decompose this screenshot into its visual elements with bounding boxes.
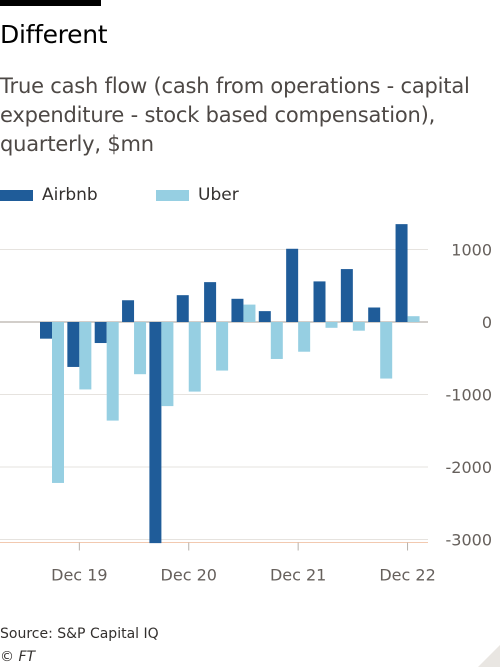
ft-top-bar <box>0 0 101 6</box>
y-tick-label: 0 <box>482 313 492 332</box>
x-tick-label: Dec 20 <box>161 566 217 585</box>
bar-uber <box>134 322 147 375</box>
bars-layer <box>40 224 420 544</box>
bar-uber <box>106 322 119 421</box>
bar-airbnb <box>368 307 381 322</box>
y-tick-label: 1000 <box>451 241 492 260</box>
bar-uber <box>243 304 256 322</box>
bar-airbnb <box>204 282 217 323</box>
bar-airbnb <box>176 295 189 322</box>
bar-uber <box>380 322 393 379</box>
bar-uber <box>216 322 229 371</box>
source-note: Source: S&P Capital IQ <box>0 626 159 642</box>
bar-uber <box>407 316 420 322</box>
bar-uber <box>298 322 311 352</box>
x-tick-label: Dec 19 <box>51 566 107 585</box>
bar-uber <box>161 322 174 407</box>
legend-swatch-uber <box>156 190 189 201</box>
bar-airbnb <box>340 269 353 322</box>
x-tick-label: Dec 21 <box>270 566 326 585</box>
bar-uber <box>270 322 283 359</box>
bar-uber <box>52 322 64 483</box>
bar-uber <box>325 322 338 328</box>
bar-airbnb <box>94 322 107 344</box>
bar-airbnb <box>122 300 135 322</box>
bar-airbnb <box>67 322 80 367</box>
legend-swatch-airbnb <box>0 190 33 201</box>
bar-airbnb <box>231 298 244 322</box>
chart-headline: Different <box>0 20 108 49</box>
legend-label-airbnb: Airbnb <box>42 185 98 205</box>
y-tick-label: -3000 <box>446 531 493 550</box>
x-tick-label: Dec 22 <box>379 566 435 585</box>
bar-airbnb <box>395 224 408 323</box>
legend-label-uber: Uber <box>198 185 239 205</box>
bar-airbnb <box>149 322 162 544</box>
chart-subtitle: True cash flow (cash from operations - c… <box>0 74 470 156</box>
corner-fold-icon <box>478 645 500 667</box>
bar-uber <box>352 322 365 331</box>
bar-chart: 1000 0 -1000 -2000 -3000 Dec 19 Dec 20 Dec 21 De… <box>0 224 492 585</box>
bar-airbnb <box>286 248 299 322</box>
bar-uber <box>188 322 201 392</box>
bar-airbnb <box>258 311 271 323</box>
y-tick-label: -2000 <box>446 458 493 477</box>
ticks-layer: 1000 0 -1000 -2000 -3000 Dec 19 Dec 20 Dec 21 De… <box>51 241 492 585</box>
copyright-note: © FT <box>0 649 36 665</box>
bar-uber <box>79 322 92 390</box>
bar-airbnb <box>313 281 326 322</box>
bar-airbnb <box>40 322 52 339</box>
y-tick-label: -1000 <box>446 386 493 405</box>
